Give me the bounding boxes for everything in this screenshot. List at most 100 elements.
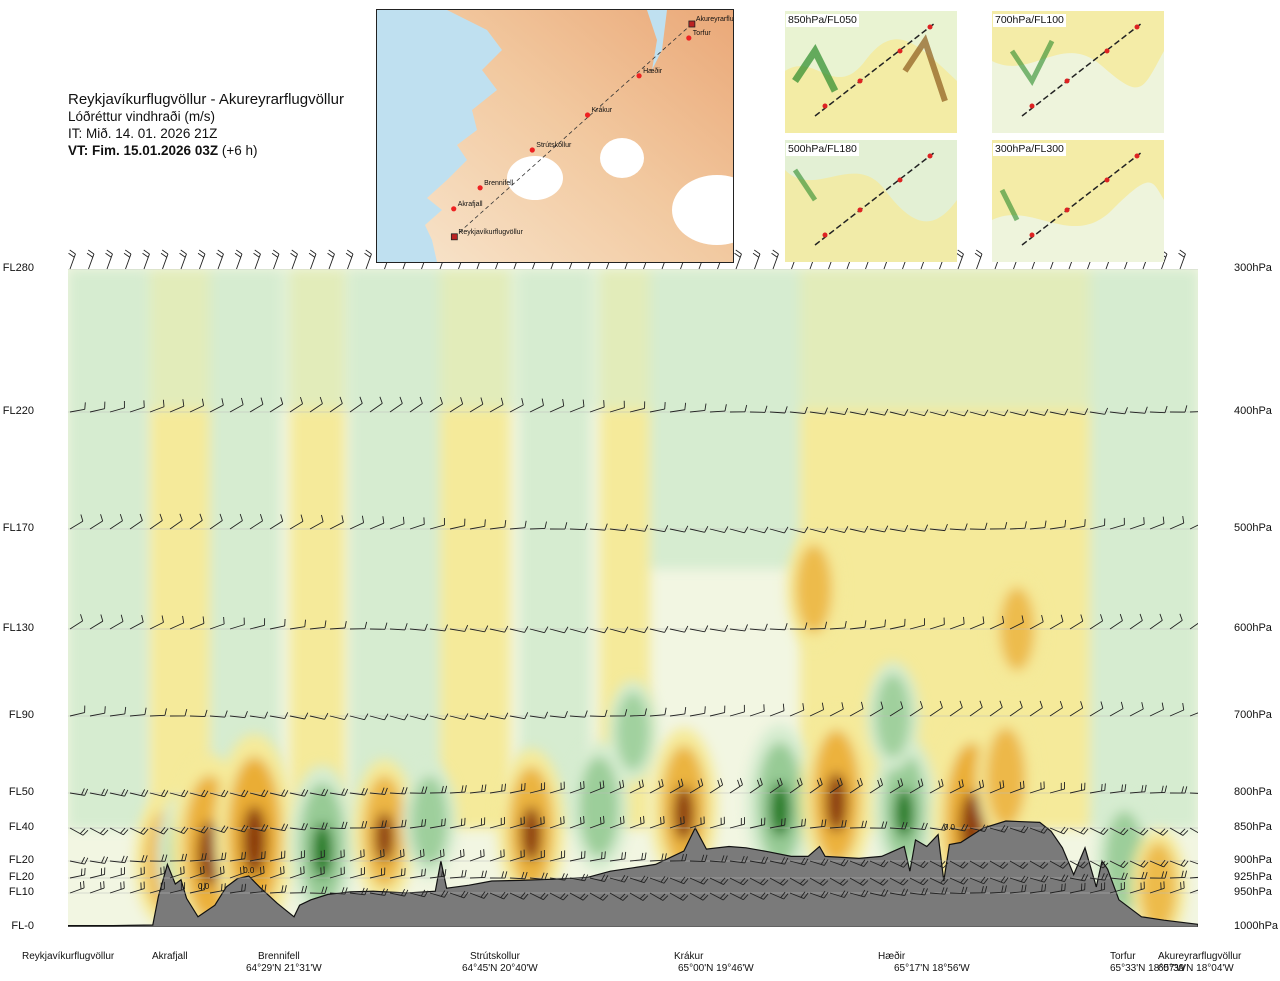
wind-barb <box>149 881 165 894</box>
wind-barb <box>409 786 428 794</box>
wind-barb <box>309 396 323 413</box>
wind-barb <box>649 892 669 901</box>
level-panel-300: 300hPa/FL300 <box>992 140 1164 262</box>
wind-barb-top <box>123 249 132 270</box>
wind-barb <box>349 867 365 879</box>
wind-barb <box>709 877 729 885</box>
wind-barb <box>249 824 269 832</box>
wind-barb-top <box>364 249 372 270</box>
wind-barb <box>429 396 443 413</box>
wind-barb <box>129 827 149 835</box>
wind-barb <box>389 819 407 829</box>
wind-barb <box>909 887 928 896</box>
wind-barb <box>149 513 163 530</box>
wind-barb <box>89 856 109 864</box>
wind-barb <box>369 849 385 862</box>
wind-barb <box>909 524 929 532</box>
wind-barb <box>449 869 467 879</box>
wind-barb <box>289 822 308 831</box>
wind-barb-top <box>290 249 298 270</box>
wind-barb <box>629 815 645 829</box>
wind-barb <box>829 777 843 794</box>
wind-barb <box>389 786 408 795</box>
wind-barb <box>1009 825 1029 834</box>
wind-barb <box>1049 519 1067 530</box>
parameter-label: Lóðréttur vindhraði (m/s) <box>68 109 216 124</box>
wind-barb <box>189 616 205 630</box>
fl-label: FL130 <box>2 622 34 634</box>
wind-barb <box>849 820 868 829</box>
wind-barb <box>129 615 144 630</box>
wind-barb <box>789 703 805 717</box>
wind-barb <box>449 518 466 530</box>
wind-barb <box>489 712 509 720</box>
wind-barb <box>209 825 229 833</box>
station-label: Brennifell 64°29'N 21°31'W <box>246 951 322 975</box>
wind-barb <box>229 617 245 630</box>
station-label: Krákur 65°00'N 19°46'W <box>674 951 754 975</box>
wind-barb <box>889 525 909 533</box>
wind-barb <box>389 713 409 721</box>
wind-barb <box>409 713 429 721</box>
wind-barb <box>509 398 524 413</box>
wind-barb <box>909 700 923 717</box>
wind-barb <box>1109 613 1123 630</box>
wind-barb <box>1029 520 1047 530</box>
wind-barb <box>709 404 727 413</box>
wind-barb <box>629 852 647 862</box>
map-airport-marker <box>688 20 696 28</box>
wind-barb <box>809 819 827 829</box>
wind-barb <box>1189 827 1198 834</box>
wind-barb <box>189 513 203 530</box>
wind-barb <box>389 888 409 897</box>
wind-barb <box>389 516 405 530</box>
map-place-label: Torfur <box>693 30 712 37</box>
fl-label: FL20 <box>8 871 34 883</box>
wind-barb <box>609 626 629 634</box>
wind-barb <box>1009 409 1029 417</box>
wind-barb <box>809 407 828 415</box>
hpa-label: 700hPa <box>1234 709 1272 721</box>
wind-barb <box>949 700 963 717</box>
wind-barb <box>849 889 869 898</box>
wind-barb <box>469 849 485 862</box>
wind-barb <box>869 821 888 829</box>
wind-barb <box>869 408 889 416</box>
wind-barb <box>1189 860 1198 865</box>
wind-barb <box>1149 702 1164 717</box>
wind-barb <box>1149 613 1163 630</box>
wind-barb <box>909 618 926 630</box>
wind-barb <box>229 883 247 894</box>
map-place-marker <box>451 206 457 212</box>
wind-barb <box>749 526 769 534</box>
wind-barb <box>289 850 306 862</box>
wind-barb <box>69 788 89 796</box>
wind-barb <box>509 520 527 530</box>
wind-barb <box>789 857 809 866</box>
wind-barb <box>329 788 349 796</box>
wind-barb <box>109 706 127 717</box>
wind-barb <box>1089 701 1104 717</box>
wind-barb <box>1069 614 1084 630</box>
wind-barb <box>209 852 227 862</box>
wind-barb <box>789 526 809 534</box>
station-name: Reykjavíkurflugvöllur <box>22 951 115 962</box>
wind-barb <box>1029 614 1044 630</box>
wind-barb <box>569 522 588 531</box>
wind-barb <box>789 622 808 630</box>
wind-barb <box>229 789 249 798</box>
wind-barb <box>1109 701 1124 717</box>
wind-barb <box>989 615 1005 630</box>
wind-barb-top <box>86 249 95 270</box>
wind-barb <box>969 779 985 794</box>
wind-barb <box>1049 883 1066 894</box>
wind-barb <box>349 821 368 829</box>
wind-barb-top <box>734 249 742 270</box>
wind-barb <box>69 856 89 865</box>
wind-barb <box>889 409 909 416</box>
station-coord: 65°39'N 18°04'W <box>1158 963 1234 974</box>
wind-barb <box>669 706 687 717</box>
wind-barb <box>509 782 526 794</box>
wind-barb <box>969 522 988 530</box>
wind-barb <box>169 882 186 894</box>
